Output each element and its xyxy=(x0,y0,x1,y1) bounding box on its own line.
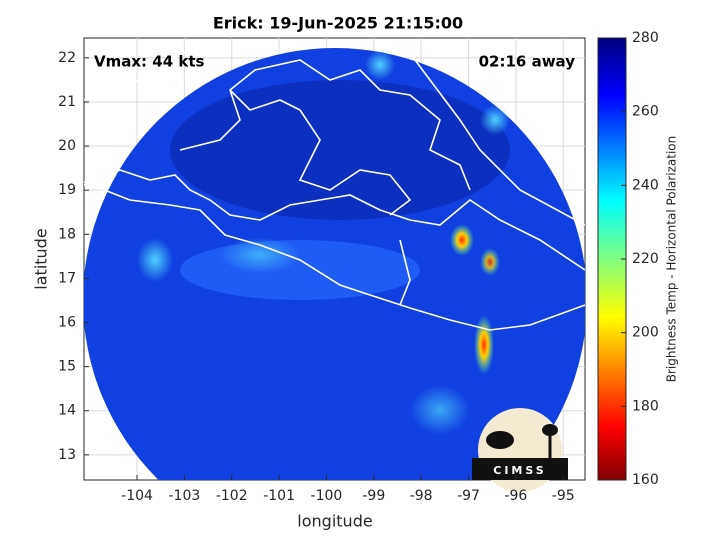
colorbar-tick-label: 160 xyxy=(632,472,659,488)
x-tick-label: -97 xyxy=(457,488,480,504)
x-tick-label: -99 xyxy=(362,488,385,504)
x-tick-label: -103 xyxy=(168,488,200,504)
x-tick-label: -95 xyxy=(552,488,575,504)
colorbar-tick-label: 240 xyxy=(632,177,659,193)
y-tick-label: 18 xyxy=(58,226,76,242)
annotation: 02:16 away xyxy=(479,53,576,71)
y-tick-label: 15 xyxy=(58,359,76,375)
x-tick-label: -101 xyxy=(263,488,295,504)
x-tick-label: -96 xyxy=(504,488,527,504)
y-tick-label: 21 xyxy=(58,94,76,110)
y-tick-label: 20 xyxy=(58,138,76,154)
chart-title: Erick: 19-Jun-2025 21:15:00 xyxy=(213,14,463,33)
y-tick-label: 14 xyxy=(58,403,76,419)
annotation: Vmax: 44 kts xyxy=(94,53,204,71)
image xyxy=(84,39,585,480)
x-tick-label: -104 xyxy=(121,488,153,504)
x-tick-label: -98 xyxy=(410,488,433,504)
y-tick-label: 16 xyxy=(58,315,76,331)
logo-text: CIMSS xyxy=(493,464,546,477)
colorbar-label: Brightness Temp - Horizontal Polarizatio… xyxy=(665,136,679,383)
x-axis-label: longitude xyxy=(297,512,372,531)
colorbar-tick-label: 220 xyxy=(632,251,659,267)
colorbar-tick-label: 260 xyxy=(632,104,659,120)
y-tick-label: 13 xyxy=(58,447,76,463)
x-tick-label: -102 xyxy=(216,488,248,504)
colorbar-tick-label: 180 xyxy=(632,398,659,414)
y-tick-label: 22 xyxy=(58,50,76,66)
y-axis-label: latitude xyxy=(32,228,51,289)
y-tick-label: 17 xyxy=(58,270,76,286)
colorbar-tick-label: 280 xyxy=(632,30,659,46)
y-tick-label: 19 xyxy=(58,182,76,198)
colorbar-tick-label: 200 xyxy=(632,325,659,341)
logo: CIMSS xyxy=(472,408,568,492)
x-tick-label: -100 xyxy=(311,488,343,504)
